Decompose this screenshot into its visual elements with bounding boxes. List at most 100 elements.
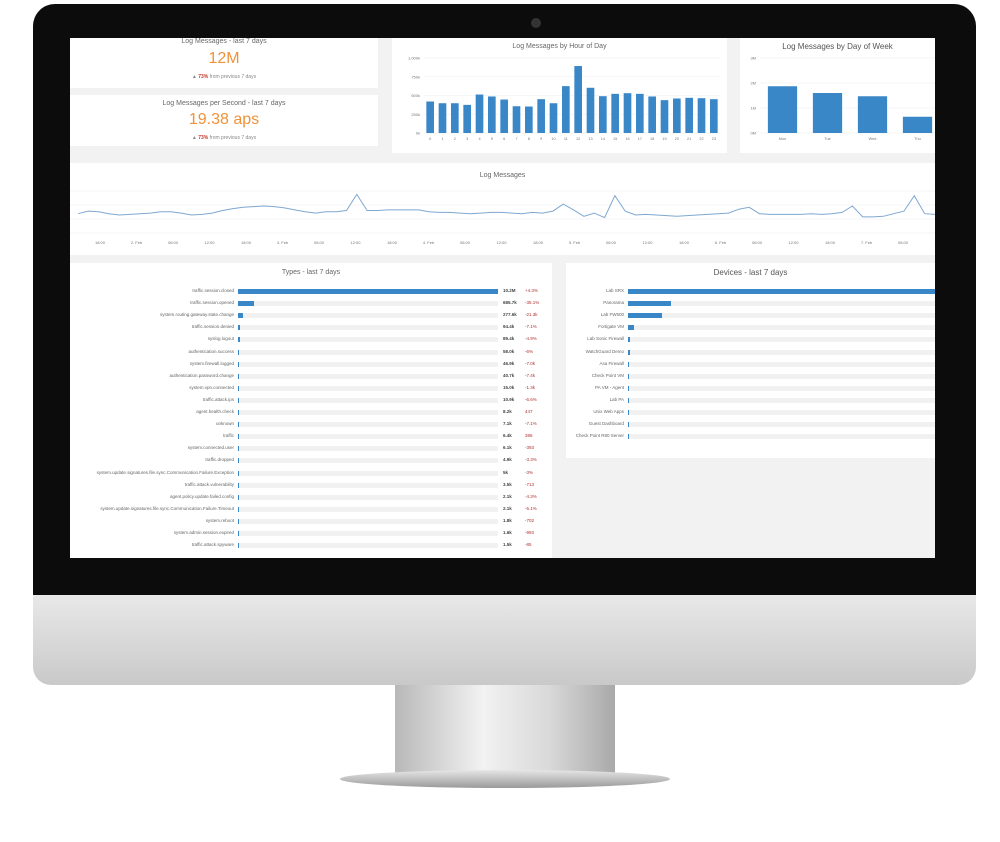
row-bar-track — [628, 301, 935, 307]
row-bar-fill — [238, 434, 239, 440]
x-tick-label: 11 — [564, 137, 568, 141]
row-bar-track — [628, 313, 935, 319]
row-bar-fill — [238, 301, 254, 307]
row-label: syslog.logout — [207, 336, 234, 342]
row-value: 2.1k — [503, 493, 512, 499]
bar-23 — [710, 99, 718, 133]
bar-9 — [537, 99, 545, 133]
row-label: traffic.attack.spyware — [191, 542, 234, 548]
list-item: system.firewall.logged 46.9k -7.0k — [70, 361, 552, 369]
x-tick-label: 23 — [712, 137, 716, 141]
row-bar-fill — [628, 337, 631, 343]
row-bar-track — [238, 543, 498, 549]
monitor-chin — [33, 595, 976, 685]
row-change: -5.1% — [525, 505, 537, 511]
row-change: -702 — [525, 517, 535, 523]
x-tick-label: 2. Feb — [131, 240, 143, 245]
bar-22 — [697, 98, 706, 133]
bar-20 — [673, 98, 681, 133]
row-change: -7.4k — [525, 372, 536, 378]
row-value: 6.1k — [503, 445, 512, 451]
list-item: Lab PA — [566, 397, 935, 405]
row-change: 447 — [525, 409, 533, 414]
x-tick-label: 06:00 — [606, 240, 617, 245]
list-item: agent.health.check 8.2k 447 — [70, 409, 552, 417]
log-messages-line — [77, 193, 935, 219]
row-value: 4.9k — [503, 457, 512, 463]
row-bar-track — [628, 410, 935, 415]
day-chart-panel: 0M 1M 2M 3M Mon Tue Wed Thu Log Messages by Day… — [740, 38, 935, 153]
row-label: system.update.signatures.file.sync.Commu… — [96, 469, 234, 475]
x-tick-label: 18:00 — [679, 240, 690, 245]
row-label: traffic — [223, 433, 234, 439]
row-label: system.update.signatures.file.sync.Commu… — [100, 505, 234, 511]
row-value: 46.9k — [503, 360, 515, 366]
bar-14 — [599, 96, 607, 133]
row-label: system.admin.session.expired — [173, 530, 234, 535]
bar-18 — [648, 96, 656, 133]
row-bar-fill — [238, 410, 239, 415]
x-tick-label: 5 — [491, 137, 493, 141]
row-label: Check Point R80 Server — [575, 433, 624, 439]
row-bar-fill — [628, 361, 629, 367]
row-bar-fill — [628, 422, 629, 428]
bar-Tue — [812, 93, 843, 133]
row-bar-track — [628, 349, 935, 355]
row-label: authentication.success — [188, 348, 234, 354]
list-item: traffic.dropped 4.9k -3.3% — [70, 457, 552, 465]
row-bar-fill — [238, 531, 239, 536]
list-item: WatchGuard Demo — [566, 349, 935, 357]
row-bar-fill — [628, 349, 631, 355]
row-bar-track — [238, 446, 498, 452]
row-bar-track — [238, 361, 498, 367]
row-bar-fill — [238, 337, 240, 343]
list-item: Unix Web Apps — [566, 409, 935, 417]
types-panel: Types - last 7 days traffic.session.clos… — [70, 263, 552, 558]
row-bar-fill — [238, 397, 239, 403]
x-tick-label: 1 — [441, 137, 443, 141]
row-label: agent.policy.update.failed.config — [170, 493, 234, 499]
list-item: PA VM - Agent — [566, 385, 935, 393]
x-tick-label: 5. Feb — [569, 240, 581, 245]
row-bar-fill — [238, 518, 239, 524]
row-label: traffic.session.opened — [190, 300, 234, 306]
bar-1 — [438, 103, 447, 133]
x-tick-label: 06:00 — [898, 240, 909, 245]
kpi-log-messages: Log Messages - last 7 days 12M ▲ 73% fro… — [70, 38, 378, 88]
devices-title: Devices - last 7 days — [713, 268, 788, 277]
bar-16 — [623, 93, 632, 133]
x-tick-label: 18:00 — [825, 240, 836, 245]
row-bar-fill — [628, 289, 935, 294]
bar-12 — [574, 66, 582, 133]
row-bar-fill — [238, 385, 239, 391]
row-change: -713 — [525, 481, 535, 487]
x-tick-label: 12:00 — [788, 240, 799, 245]
row-label: Guest Dashboard — [588, 421, 624, 427]
x-tick-label: 12:00 — [496, 240, 507, 245]
row-bar-track — [628, 325, 935, 331]
row-label: Check Point VM — [591, 372, 624, 378]
x-tick-label: 7. Feb — [861, 240, 873, 245]
camera-icon — [531, 18, 541, 28]
row-label: system.reboot — [205, 517, 234, 523]
x-tick-label: 12:00 — [642, 240, 653, 245]
row-value: 10.9k — [503, 396, 515, 402]
row-value: 1.6k — [503, 530, 512, 535]
bar-4 — [475, 94, 484, 133]
list-item: authentication.success 58.0k -6% — [70, 349, 552, 357]
bar-3 — [463, 104, 471, 133]
row-bar-fill — [238, 349, 240, 355]
x-tick-label: 3 — [466, 137, 468, 141]
x-tick-label: 7 — [515, 137, 517, 141]
list-item: Check Point VM — [566, 373, 935, 381]
list-item: traffic.session.denied 94.4k -7.1% — [70, 324, 552, 332]
row-bar-track — [238, 373, 498, 379]
list-item: Guest Dashboard — [566, 421, 935, 429]
day-chart-title: Log Messages by Day of Week — [782, 42, 893, 51]
bar-19 — [660, 100, 669, 133]
row-value: 2.1k — [503, 505, 512, 511]
row-value: 94.4k — [503, 324, 515, 330]
row-bar-fill — [628, 373, 629, 379]
kpi-value: 19.38 aps — [188, 111, 260, 128]
row-change: -4.3% — [525, 493, 537, 499]
